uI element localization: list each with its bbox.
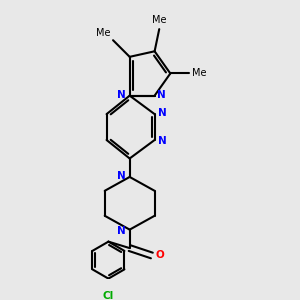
Text: N: N bbox=[158, 108, 167, 118]
Text: N: N bbox=[117, 226, 126, 236]
Text: Cl: Cl bbox=[103, 291, 114, 300]
Text: O: O bbox=[155, 250, 164, 260]
Text: Me: Me bbox=[152, 15, 166, 26]
Text: Me: Me bbox=[96, 28, 110, 38]
Text: N: N bbox=[117, 171, 126, 181]
Text: N: N bbox=[158, 136, 167, 146]
Text: Me: Me bbox=[192, 68, 206, 79]
Text: N: N bbox=[158, 90, 166, 100]
Text: N: N bbox=[117, 90, 126, 100]
